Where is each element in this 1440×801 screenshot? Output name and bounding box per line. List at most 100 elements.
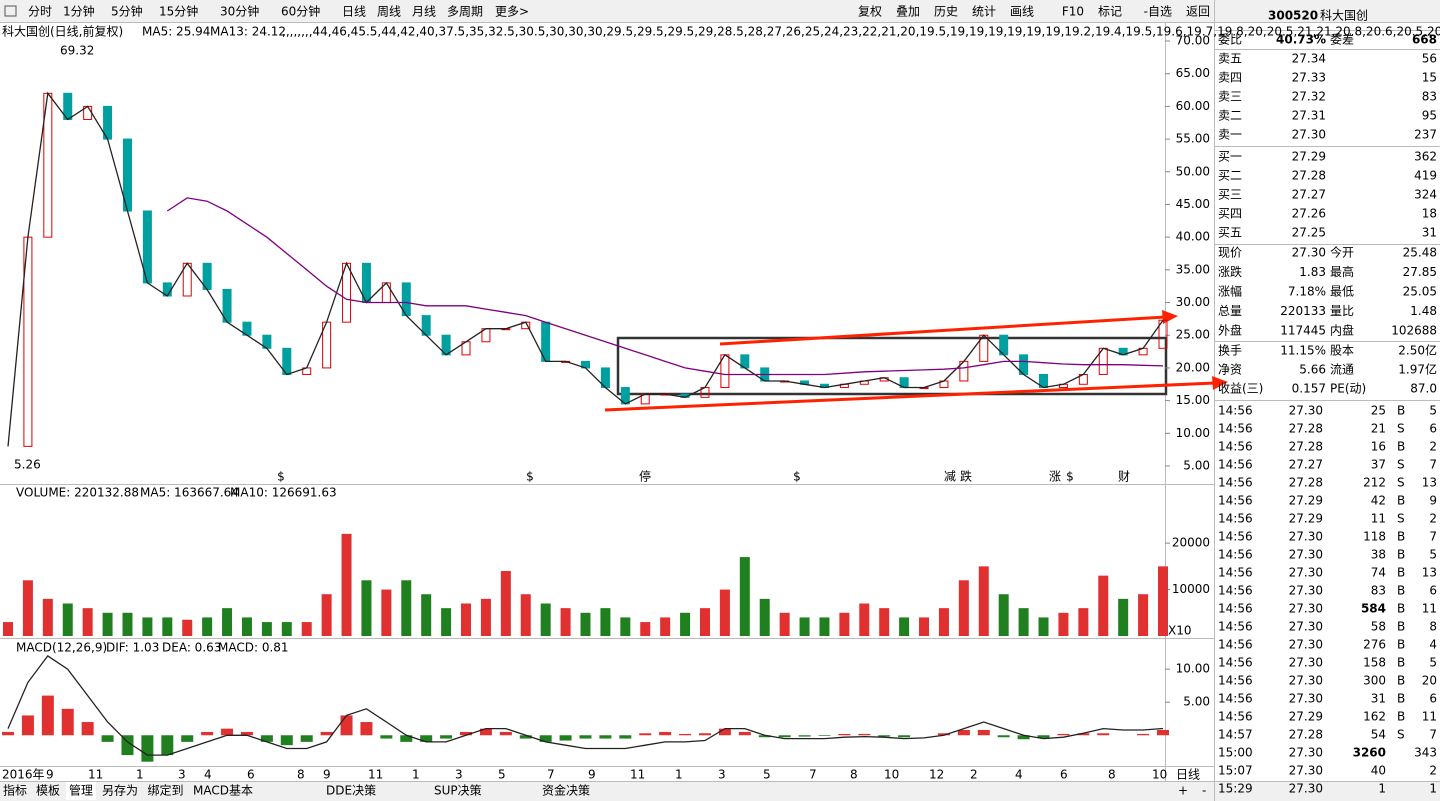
tick-count: 6 (1429, 422, 1437, 436)
stat-label: 收益(三) (1218, 382, 1263, 396)
tick-side: B (1397, 548, 1405, 562)
tick-volume: 212 (1363, 476, 1386, 490)
tab[interactable]: 指标 (3, 783, 27, 798)
toolbar-item[interactable]: F10 (1062, 5, 1084, 19)
toolbar-item[interactable]: 分时 (28, 5, 52, 19)
volume-bar (82, 608, 93, 636)
tab[interactable]: 管理 (69, 783, 93, 798)
zoom-out[interactable]: - (1202, 784, 1206, 798)
toolbar-item[interactable]: 历史 (934, 5, 958, 19)
tab[interactable]: SUP决策 (434, 784, 482, 798)
volume-bar (799, 617, 810, 636)
tick-volume: 40 (1371, 764, 1386, 778)
stat-value: 2.50亿 (1398, 343, 1437, 358)
x-tick-label: 12 (929, 768, 944, 782)
tick-price: 27.30 (1289, 638, 1323, 652)
tick-volume: 11 (1371, 512, 1386, 526)
toolbar-item[interactable]: 1分钟 (63, 4, 95, 19)
tab[interactable]: 资金决策 (542, 783, 590, 798)
tick-time: 14:56 (1218, 656, 1253, 670)
y-tick-label: 30.00 (1176, 295, 1210, 309)
low-label: 5.26 (14, 458, 41, 472)
toolbar-item[interactable]: 画线 (1010, 5, 1034, 19)
tab[interactable]: 绑定到 (148, 783, 184, 798)
volume-bar (879, 608, 890, 636)
tick-count: 5 (1429, 404, 1437, 418)
stat-label: 涨跌 (1218, 264, 1242, 279)
stat-value: 25.05 (1403, 285, 1437, 299)
x-tick-label: 6 (1060, 768, 1068, 782)
toolbar-item[interactable]: 5分钟 (111, 4, 143, 19)
toolbar-item[interactable]: 周线 (377, 5, 401, 19)
toolbar-item[interactable]: 返回 (1186, 5, 1210, 19)
tick-price: 27.30 (1289, 584, 1323, 598)
toolbar-item[interactable]: 多周期 (447, 5, 483, 19)
volume-bar (401, 580, 412, 636)
macd-bar (240, 731, 253, 736)
book-price: 27.26 (1292, 207, 1326, 221)
volume-bar (42, 598, 53, 636)
stat-value: 5.66 (1299, 363, 1326, 377)
ma144-line (166, 197, 1164, 376)
toolbar-item[interactable]: 标记 (1098, 5, 1122, 19)
tick-time: 14:56 (1218, 566, 1253, 580)
volume-bar (1018, 608, 1029, 636)
book-label: 买一 (1218, 150, 1242, 164)
toolbar-item[interactable]: 60分钟 (281, 4, 320, 19)
toolbar-item[interactable]: 统计 (972, 5, 996, 19)
book-volume: 362 (1414, 150, 1437, 164)
toolbar-item[interactable]: 30分钟 (220, 4, 259, 19)
macd-bar (937, 733, 950, 736)
tab[interactable]: MACD基本 (193, 784, 253, 798)
stat-value: 7.18% (1288, 285, 1326, 299)
tick-count: 13 (1422, 566, 1437, 580)
tick-price: 27.30 (1289, 764, 1323, 778)
x-tick-label: 11 (368, 768, 383, 782)
tick-count: 20 (1422, 674, 1437, 688)
macd-bar (977, 729, 990, 736)
toolbar-item[interactable]: 15分钟 (159, 4, 198, 19)
y-tick-label: 65.00 (1176, 66, 1210, 80)
x-tick-label: 3 (455, 768, 463, 782)
tick-price: 27.30 (1289, 530, 1323, 544)
volume-bar (22, 580, 33, 636)
tick-time: 15:07 (1218, 764, 1253, 778)
stock-code: 300520 (1268, 9, 1318, 23)
volume-bar (560, 608, 571, 636)
menu-icon[interactable] (4, 5, 17, 17)
toolbar-item[interactable]: -自选 (1144, 5, 1172, 19)
volume-bar (62, 603, 73, 636)
zoom-in[interactable]: + (1178, 784, 1188, 798)
volume-bar (361, 580, 372, 636)
y-tick-label: 20.00 (1176, 360, 1210, 374)
toolbar-item[interactable]: 日线 (342, 5, 366, 19)
stat-value: 27.30 (1292, 246, 1326, 260)
tick-volume: 74 (1371, 566, 1386, 580)
tab[interactable]: 模板 (36, 784, 60, 798)
stat-value: 117445 (1280, 324, 1326, 338)
toolbar-item[interactable]: 复权 (858, 5, 882, 19)
tab[interactable]: DDE决策 (326, 784, 376, 798)
toolbar-item[interactable]: 月线 (412, 5, 436, 19)
macd-bar (878, 735, 891, 737)
macd-bar (81, 722, 94, 736)
tab[interactable]: 另存为 (102, 784, 138, 798)
book-label: 卖一 (1218, 128, 1242, 142)
arrow (1162, 310, 1178, 324)
book-price: 27.34 (1292, 52, 1326, 66)
tick-price: 27.29 (1289, 512, 1323, 526)
volume-bar (978, 566, 989, 636)
tick-volume: 58 (1371, 620, 1386, 634)
stat-value: 0.157 (1292, 382, 1326, 396)
tick-volume: 162 (1363, 710, 1386, 724)
volume-bar (3, 622, 13, 636)
stat-label: 换手 (1218, 344, 1242, 358)
toolbar-item[interactable]: 更多> (495, 5, 529, 19)
macd-bar (758, 735, 771, 738)
stat-label: 今开 (1330, 245, 1354, 260)
volume-bar (1078, 608, 1089, 636)
toolbar-item[interactable]: 叠加 (896, 5, 920, 19)
tick-volume: 1 (1378, 782, 1386, 796)
tick-volume: 21 (1371, 422, 1386, 436)
tick-volume: 3260 (1353, 746, 1386, 760)
